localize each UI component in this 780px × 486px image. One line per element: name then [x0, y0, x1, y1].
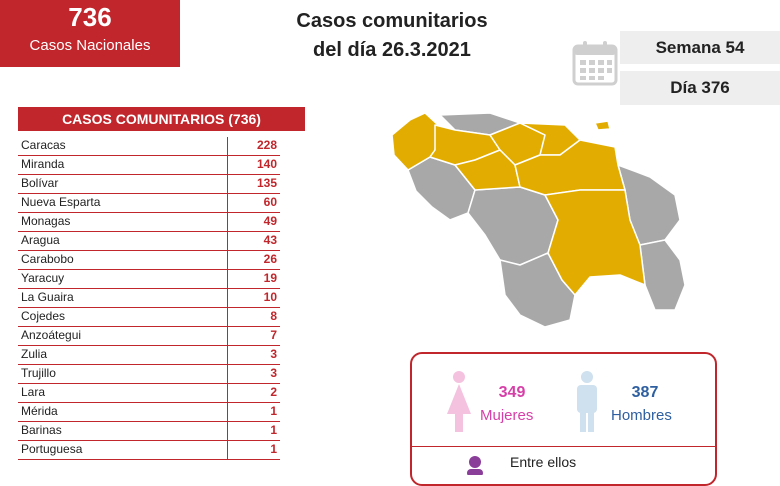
- state-name: Carabobo: [21, 252, 74, 266]
- page-title: Casos comunitarios del día 26.3.2021: [262, 7, 522, 65]
- week-label: Semana 54: [620, 31, 780, 64]
- case-count: 140: [256, 157, 277, 171]
- case-count: 43: [263, 233, 277, 247]
- table-row: Lara 2: [18, 384, 280, 403]
- table-row: Portuguesa 1: [18, 441, 280, 460]
- map-region-barinas-apure: [467, 186, 559, 266]
- table-row: Barinas 1: [18, 422, 280, 441]
- state-name: Miranda: [21, 157, 65, 171]
- gender-footer: Entre ellos: [510, 454, 577, 470]
- case-count: 19: [263, 271, 277, 285]
- table-row: Yaracuy 19: [18, 270, 280, 289]
- column-divider: [227, 270, 228, 288]
- column-divider: [227, 137, 228, 155]
- national-cases-label: Casos Nacionales: [29, 37, 151, 54]
- case-count: 1: [270, 442, 277, 456]
- column-divider: [227, 213, 228, 231]
- men-count: 387: [631, 384, 659, 401]
- calendar-icon: [572, 41, 618, 86]
- column-divider: [227, 422, 228, 440]
- table-row: Anzoátegui 7: [18, 327, 280, 346]
- state-name: Zulia: [21, 347, 48, 361]
- table-row: Bolívar 135: [18, 175, 280, 194]
- male-icon: [577, 371, 597, 432]
- gender-panel: 349 Mujeres 387 Hombres Entre ellos: [410, 352, 717, 486]
- column-divider: [227, 346, 228, 364]
- case-count: 228: [256, 138, 277, 152]
- case-count: 8: [270, 309, 277, 323]
- state-name: Yaracuy: [21, 271, 65, 285]
- state-name: Portuguesa: [21, 442, 83, 456]
- person-icon: [467, 456, 483, 475]
- case-count: 1: [270, 404, 277, 418]
- column-divider: [227, 327, 228, 345]
- venezuela-map: [391, 112, 686, 328]
- column-divider: [227, 441, 228, 459]
- table-row: Caracas 228: [18, 137, 280, 156]
- case-count: 49: [263, 214, 277, 228]
- case-count: 3: [270, 347, 277, 361]
- column-divider: [227, 308, 228, 326]
- state-name: La Guaira: [21, 290, 74, 304]
- title-line-2: del día 26.3.2021: [313, 39, 471, 61]
- map-region-amazonas: [499, 252, 576, 328]
- title-line-1: Casos comunitarios: [296, 10, 488, 32]
- state-name: Cojedes: [21, 309, 66, 323]
- table-row: Cojedes 8: [18, 308, 280, 327]
- women-count: 349: [498, 384, 526, 401]
- state-name: Barinas: [21, 423, 62, 437]
- day-label: Día 376: [620, 71, 780, 105]
- column-divider: [227, 194, 228, 212]
- table-row: Aragua 43: [18, 232, 280, 251]
- column-divider: [227, 232, 228, 250]
- cases-table: Caracas 228 Miranda 140 Bolívar 135 Nueva Espa…: [18, 137, 280, 460]
- case-count: 135: [256, 176, 277, 190]
- national-cases-count: 736: [68, 2, 112, 32]
- case-count: 26: [263, 252, 277, 266]
- state-name: Anzoátegui: [21, 328, 82, 342]
- column-divider: [227, 289, 228, 307]
- map-region-bolivar: [544, 189, 646, 296]
- men-label: Hombres: [611, 407, 672, 424]
- women-label: Mujeres: [480, 407, 534, 424]
- column-divider: [227, 251, 228, 269]
- column-divider: [227, 365, 228, 383]
- state-name: Caracas: [21, 138, 66, 152]
- national-cases-card: 736 Casos Nacionales: [0, 0, 180, 67]
- table-row: Carabobo 26: [18, 251, 280, 270]
- case-count: 10: [263, 290, 277, 304]
- column-divider: [227, 403, 228, 421]
- table-row: Miranda 140: [18, 156, 280, 175]
- case-count: 7: [270, 328, 277, 342]
- state-name: Bolívar: [21, 176, 59, 190]
- column-divider: [227, 156, 228, 174]
- column-divider: [227, 384, 228, 402]
- table-row: Trujillo 3: [18, 365, 280, 384]
- table-row: Zulia 3: [18, 346, 280, 365]
- case-count: 60: [263, 195, 277, 209]
- case-count: 3: [270, 366, 277, 380]
- state-name: Aragua: [21, 233, 60, 247]
- state-name: Lara: [21, 385, 46, 399]
- table-row: Nueva Esparta 60: [18, 194, 280, 213]
- case-count: 2: [270, 385, 277, 399]
- table-row: Monagas 49: [18, 213, 280, 232]
- case-count: 1: [270, 423, 277, 437]
- column-divider: [227, 175, 228, 193]
- gender-divider: [412, 446, 715, 447]
- female-icon: [447, 371, 471, 432]
- table-row: Mérida 1: [18, 403, 280, 422]
- state-name: Nueva Esparta: [21, 195, 101, 209]
- state-name: Mérida: [21, 404, 58, 418]
- table-header: CASOS COMUNITARIOS (736): [18, 107, 305, 131]
- state-name: Trujillo: [21, 366, 56, 380]
- map-region-nueva-esparta: [594, 120, 611, 131]
- table-row: La Guaira 10: [18, 289, 280, 308]
- state-name: Monagas: [21, 214, 71, 228]
- map-region-guayana-east: [639, 239, 686, 311]
